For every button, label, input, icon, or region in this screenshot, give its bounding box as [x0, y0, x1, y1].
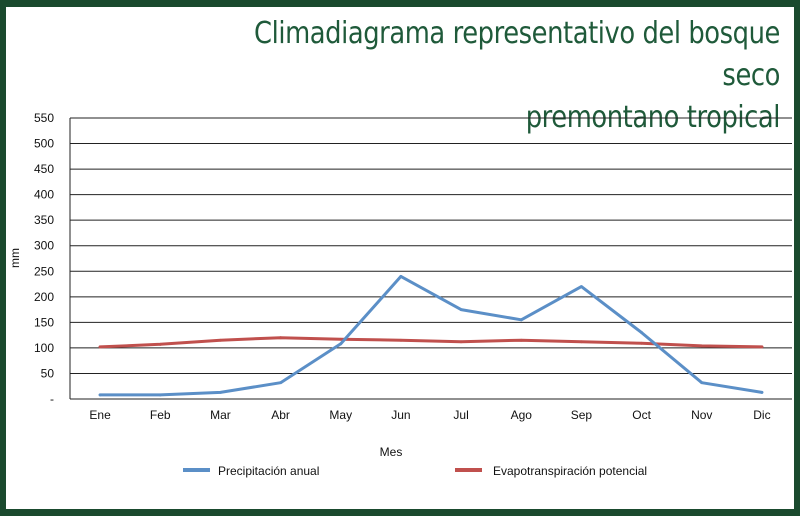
- data-point: [219, 338, 222, 342]
- data-point: [279, 381, 282, 385]
- x-tick-label: Jul: [453, 408, 468, 422]
- x-tick-label: Jun: [391, 408, 410, 422]
- data-point: [279, 336, 282, 340]
- y-tick-label: 200: [34, 290, 54, 304]
- x-tick-label: Ago: [511, 408, 533, 422]
- y-tick-label: 550: [34, 111, 54, 125]
- data-point: [580, 340, 583, 344]
- data-point: [399, 338, 403, 342]
- data-point: [459, 340, 463, 344]
- data-point: [219, 390, 222, 394]
- data-point: [459, 308, 463, 311]
- x-tick-label: Nov: [691, 408, 712, 422]
- x-tick-label: Feb: [150, 408, 171, 422]
- x-tick-label: Sep: [571, 408, 593, 422]
- series-line-evapotranspiration: [98, 336, 764, 349]
- data-point: [519, 338, 523, 342]
- data-point: [640, 331, 643, 334]
- data-point: [519, 318, 523, 322]
- chart-title-line-1: Climadiagrama representativo del bosque …: [254, 16, 780, 93]
- data-point: [98, 345, 102, 349]
- x-tick-label: Oct: [632, 408, 651, 422]
- x-tick-label: May: [329, 408, 352, 422]
- x-axis-label: Mes: [380, 445, 403, 459]
- chart-frame: Climadiagrama representativo del bosque …: [6, 7, 794, 509]
- data-point: [700, 381, 704, 385]
- data-point: [339, 337, 343, 341]
- legend-label: Precipitación anual: [218, 464, 319, 478]
- y-axis-label: mm: [8, 248, 22, 268]
- y-tick-label: 350: [34, 213, 54, 227]
- x-tick-label: Abr: [271, 408, 290, 422]
- y-tick-label: 500: [34, 137, 54, 151]
- y-tick-label: 250: [34, 264, 54, 278]
- data-point: [98, 393, 102, 397]
- data-point: [640, 341, 643, 345]
- y-tick-label: 50: [41, 366, 55, 380]
- legend-label: Evapotranspiración potencial: [493, 464, 647, 478]
- y-tick-label: 100: [34, 341, 54, 355]
- x-tick-label: Mar: [210, 408, 231, 422]
- data-point: [700, 344, 704, 348]
- x-tick-label: Ene: [89, 408, 111, 422]
- chart-title: Climadiagrama representativo del bosque …: [230, 13, 780, 139]
- y-tick-label: 300: [34, 239, 54, 253]
- data-point: [399, 274, 403, 278]
- data-point: [158, 393, 162, 397]
- data-point: [339, 342, 343, 346]
- series-line-precipitation: [98, 274, 764, 397]
- y-tick-label: -: [50, 392, 54, 406]
- y-tick-label: 400: [34, 188, 54, 202]
- x-tick-label: Dic: [753, 408, 770, 422]
- y-tick-label: 450: [34, 162, 54, 176]
- data-point: [760, 345, 764, 349]
- y-tick-label: 150: [34, 315, 54, 329]
- data-point: [760, 390, 764, 394]
- data-point: [580, 285, 583, 288]
- data-point: [158, 342, 162, 346]
